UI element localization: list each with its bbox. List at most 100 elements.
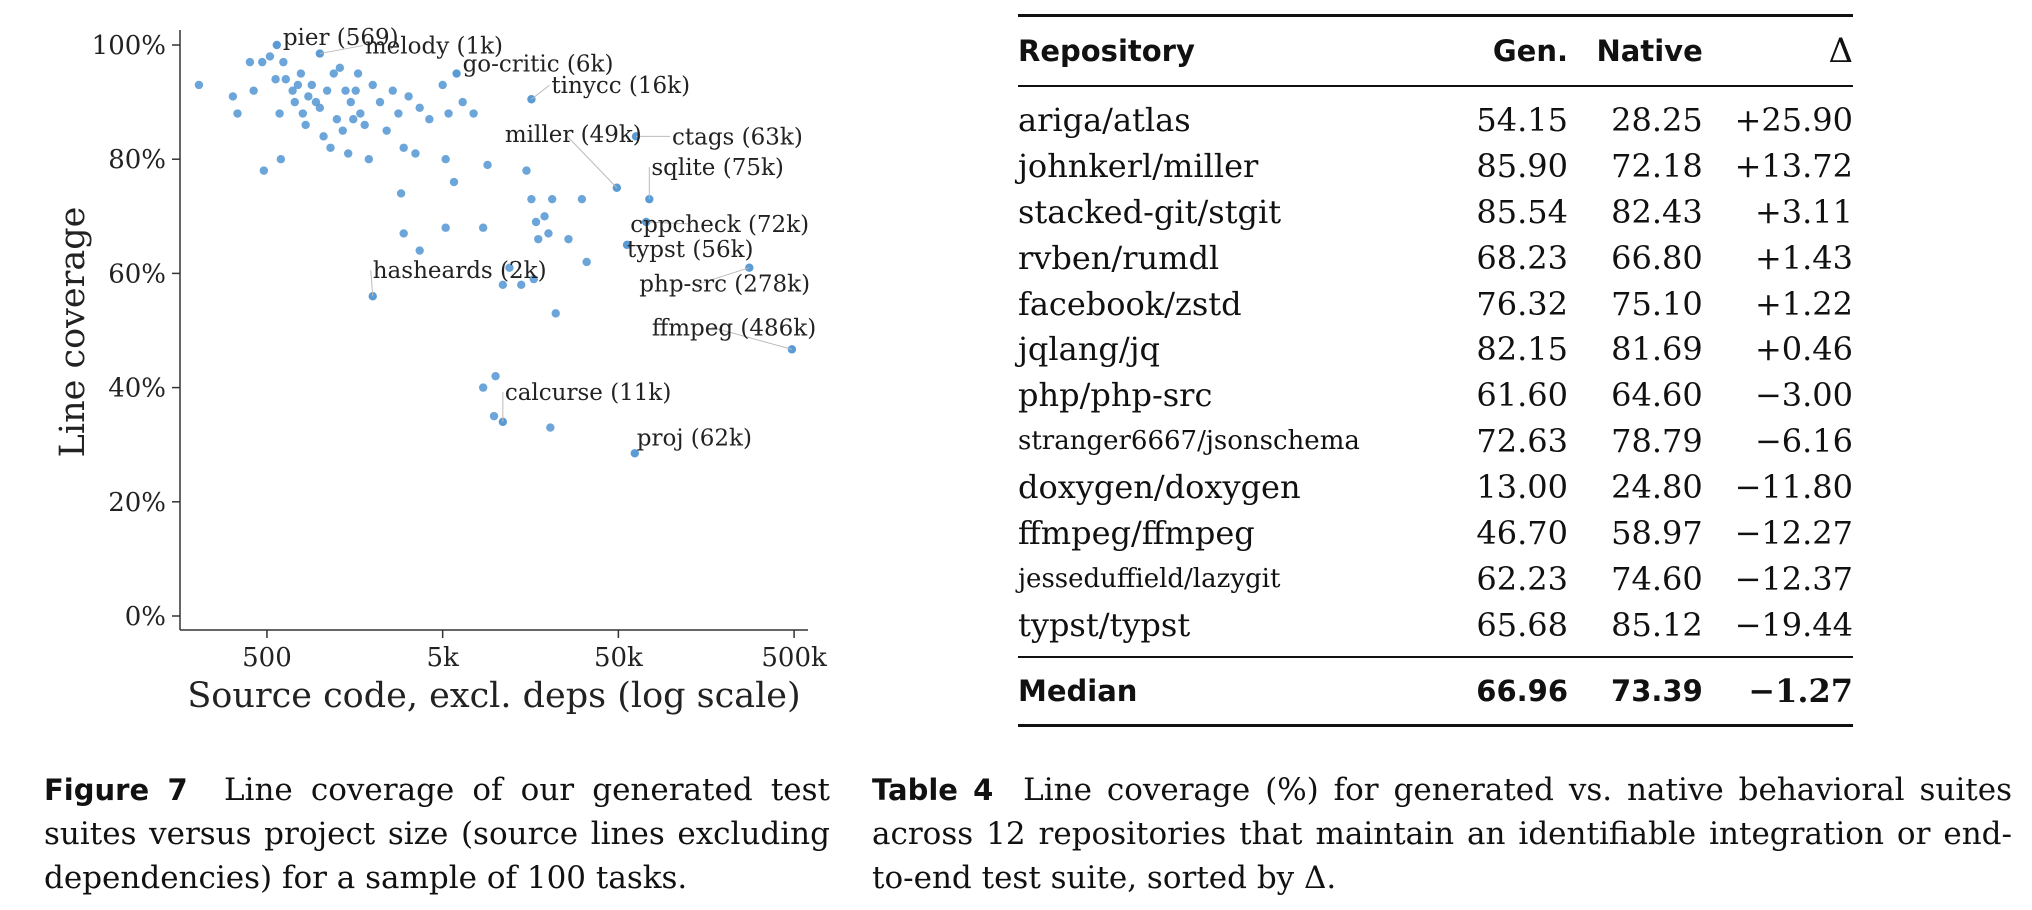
data-point xyxy=(478,383,488,392)
x-tick-label: 5k xyxy=(427,643,460,673)
cell-native: 78.79 xyxy=(1611,422,1703,461)
data-point xyxy=(353,69,363,78)
annotation-leader-line xyxy=(531,84,550,100)
cell-native: 66.80 xyxy=(1611,238,1703,277)
data-point xyxy=(249,86,258,95)
y-tick-label: 0% xyxy=(125,602,166,632)
cell-delta: −6.16 xyxy=(1754,422,1853,461)
table-row: ffmpeg/ffmpeg 46.70 58.97 −12.27 xyxy=(1018,510,1853,556)
data-point xyxy=(382,126,391,135)
data-point xyxy=(415,246,424,255)
point-annotation-label: cppcheck (72k) xyxy=(630,212,809,238)
cell-delta: +13.72 xyxy=(1734,146,1853,185)
point-annotation-label: ffmpeg (486k) xyxy=(652,315,816,341)
point-annotation-label: proj (62k) xyxy=(637,425,752,451)
data-point xyxy=(540,212,549,221)
table-row: stranger6667/jsonschema 72.63 78.79 −6.16 xyxy=(1018,418,1853,464)
data-point xyxy=(498,280,508,290)
data-point xyxy=(288,86,297,95)
y-tick-label: 80% xyxy=(108,145,166,175)
point-annotation-label: typst (56k) xyxy=(627,237,753,263)
annotation-leader-line xyxy=(370,270,374,297)
data-point xyxy=(449,177,459,187)
cell-native: 58.97 xyxy=(1611,513,1703,552)
data-point xyxy=(360,120,369,130)
cell-native: 75.10 xyxy=(1611,284,1703,323)
data-point xyxy=(301,120,310,130)
data-point xyxy=(577,194,587,204)
x-axis-label: Source code, excl. deps (log scale) xyxy=(187,676,800,716)
cell-repo: jqlang/jq xyxy=(1018,330,1160,369)
data-point xyxy=(441,155,450,164)
table-label: Table 4 xyxy=(872,773,994,807)
cell-repo: php/php-src xyxy=(1018,376,1213,415)
data-point xyxy=(271,75,280,84)
cell-gen: 46.70 xyxy=(1476,513,1569,552)
data-point xyxy=(404,92,413,101)
cell-gen: 85.54 xyxy=(1476,192,1569,231)
cell-delta: +1.43 xyxy=(1754,238,1853,277)
data-point xyxy=(259,166,269,175)
figure-label: Figure 7 xyxy=(44,773,188,807)
data-point xyxy=(322,86,332,95)
point-annotation-label: sqlite (75k) xyxy=(651,155,784,181)
data-point xyxy=(304,92,313,101)
annotation-leader-line xyxy=(711,326,793,350)
data-point xyxy=(582,257,591,267)
data-point xyxy=(349,115,358,124)
data-point xyxy=(233,109,242,118)
data-point xyxy=(364,155,374,164)
data-point xyxy=(529,274,538,284)
data-point xyxy=(388,86,397,95)
data-point xyxy=(307,80,317,90)
y-axis-label: Line coverage xyxy=(53,207,93,458)
cell-gen: 85.90 xyxy=(1476,146,1569,185)
data-point xyxy=(531,217,541,227)
cell-delta: +3.11 xyxy=(1754,192,1853,231)
point-annotation-label: calcurse (11k) xyxy=(505,380,672,406)
data-point xyxy=(298,109,308,118)
table-caption: Table 4 Line coverage (%) for generated … xyxy=(872,768,2012,900)
annotated-data-point xyxy=(452,69,461,78)
point-annotation-label: melody (1k) xyxy=(365,34,503,60)
data-point xyxy=(415,103,424,113)
annotation-leader-line xyxy=(564,133,618,189)
data-point xyxy=(332,115,342,124)
cell-delta: +0.46 xyxy=(1754,330,1853,369)
data-point xyxy=(441,223,450,232)
x-tick-label: 500 xyxy=(242,643,292,673)
data-point xyxy=(489,411,499,421)
annotated-data-point xyxy=(630,449,639,458)
table-row: johnkerl/miller 85.90 72.18 +13.72 xyxy=(1018,143,1853,189)
y-tick-label: 100% xyxy=(92,31,166,61)
cell-delta: −12.37 xyxy=(1734,559,1853,598)
cell-native: 74.60 xyxy=(1611,559,1703,598)
annotation-leader-line xyxy=(646,221,691,225)
header-native: Native xyxy=(1568,15,1703,87)
point-annotation-label: php-src (278k) xyxy=(639,272,810,298)
cell-gen: 82.15 xyxy=(1476,330,1569,369)
annotated-data-point xyxy=(272,40,282,50)
data-point xyxy=(343,149,353,158)
cell-native: 64.60 xyxy=(1611,376,1703,415)
data-point xyxy=(338,126,347,135)
cell-repo: typst/typst xyxy=(1018,605,1191,644)
cell-native: 85.12 xyxy=(1611,605,1703,644)
table-row: facebook/zstd 76.32 75.10 +1.22 xyxy=(1018,281,1853,327)
x-tick-label: 50k xyxy=(594,643,643,673)
data-point xyxy=(478,223,488,232)
data-point xyxy=(341,86,350,95)
data-point xyxy=(425,115,434,124)
data-point xyxy=(279,57,288,67)
cell-delta: −11.80 xyxy=(1734,468,1853,507)
data-point xyxy=(544,229,553,238)
point-annotation-label: ctags (63k) xyxy=(672,124,803,150)
cell-repo: ffmpeg/ffmpeg xyxy=(1018,513,1255,552)
table-row: ariga/atlas 54.15 28.25 +25.90 xyxy=(1018,86,1853,143)
point-annotation-label: miller (49k) xyxy=(505,122,642,148)
point-annotation-label: pier (569) xyxy=(283,25,399,51)
data-point xyxy=(527,194,536,204)
point-annotation-label: tinycc (16k) xyxy=(551,73,690,99)
cell-delta: +25.90 xyxy=(1734,100,1853,139)
table-row: php/php-src 61.60 64.60 −3.00 xyxy=(1018,372,1853,418)
